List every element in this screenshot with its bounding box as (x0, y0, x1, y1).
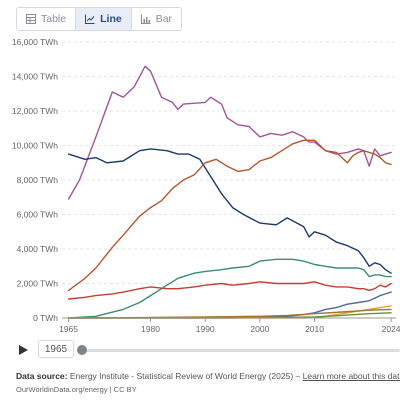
bar-chart-icon (140, 14, 151, 24)
y-tick-label: 12,000 TWh (12, 106, 58, 116)
data-source-text: Energy Institute - Statistical Review of… (67, 371, 303, 381)
timeline-year: 1965 (38, 340, 74, 358)
series-line-4[interactable] (67, 258, 392, 319)
series-line-1[interactable] (67, 65, 392, 200)
x-tick-label: 2010 (305, 324, 324, 334)
line-chart: 0 TWh 2,000 TWh 4,000 TWh 6,000 TWh 8,000 TW… (12, 37, 400, 334)
tab-bar-label: Bar (155, 13, 173, 25)
line-chart-icon (85, 14, 95, 24)
series-line-5[interactable] (67, 281, 392, 300)
y-tick-label: 8,000 TWh (17, 175, 59, 185)
x-tick-label: 1990 (196, 324, 215, 334)
tab-line[interactable]: Line (76, 8, 132, 30)
data-source-note: Data source: Energy Institute - Statisti… (16, 371, 400, 381)
tab-table[interactable]: Table (17, 8, 77, 30)
tab-line-label: Line (100, 13, 122, 25)
y-tick-label: 6,000 TWh (17, 210, 59, 220)
x-tick-label: 1980 (141, 324, 160, 334)
chart-tab-bar: Table Line Bar (16, 7, 183, 31)
x-tick-label: 1965 (59, 324, 78, 334)
y-tick-label: 2,000 TWh (17, 279, 59, 289)
y-tick-label: 16,000 TWh (12, 37, 58, 47)
timeline-slider-track[interactable] (82, 349, 400, 352)
series-line-2[interactable] (67, 148, 392, 274)
table-icon (26, 14, 36, 24)
y-tick-label: 10,000 TWh (12, 141, 58, 151)
y-tick-label: 4,000 TWh (17, 244, 59, 254)
credit-line: OurWorldinData.org/energy | CC BY (16, 385, 137, 394)
tab-table-label: Table (41, 13, 67, 25)
x-tick-label: 2000 (250, 324, 269, 334)
learn-more-link[interactable]: Learn more about this data (302, 371, 400, 381)
timeline-controls: 1965 (0, 338, 400, 362)
y-tick-label: 14,000 TWh (12, 72, 58, 82)
data-source-label: Data source: (16, 371, 68, 381)
series-line-3[interactable] (67, 139, 392, 292)
play-icon[interactable] (17, 344, 29, 356)
x-tick-label: 2024 (382, 324, 400, 334)
y-tick-label: 0 TWh (33, 313, 58, 323)
timeline-slider-handle[interactable] (77, 345, 87, 355)
tab-bar[interactable]: Bar (132, 8, 181, 30)
